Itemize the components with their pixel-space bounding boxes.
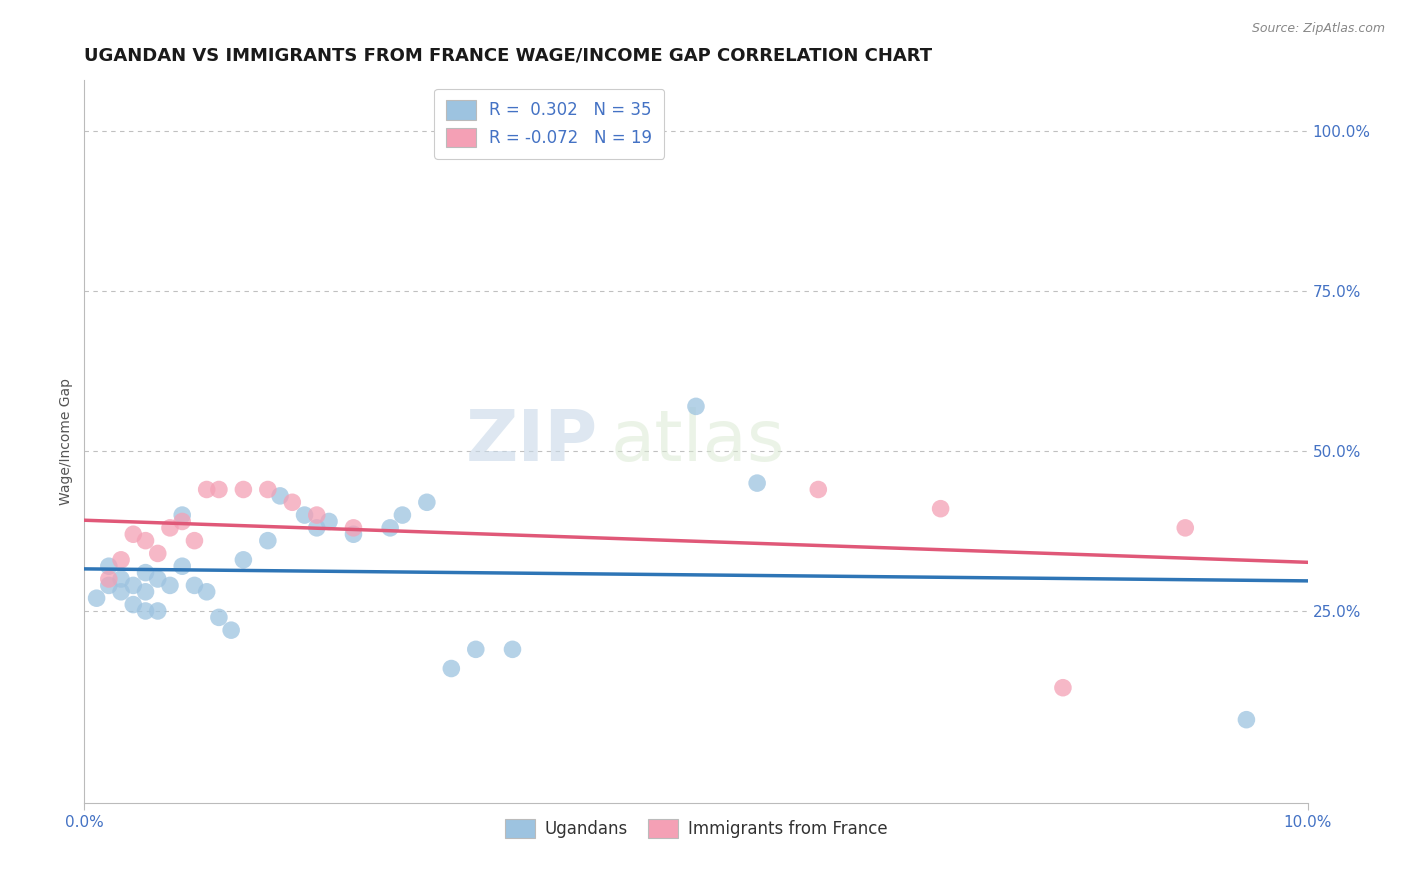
Point xyxy=(172,559,194,574)
Point xyxy=(929,501,952,516)
Point xyxy=(183,533,205,548)
Point xyxy=(257,483,280,497)
Point xyxy=(232,483,254,497)
Point xyxy=(342,527,364,541)
Point xyxy=(172,508,194,522)
Text: atlas: atlas xyxy=(610,407,785,476)
Point xyxy=(135,533,157,548)
Text: Source: ZipAtlas.com: Source: ZipAtlas.com xyxy=(1251,22,1385,36)
Point xyxy=(257,533,280,548)
Point xyxy=(122,578,145,592)
Point xyxy=(380,521,402,535)
Point xyxy=(502,642,524,657)
Point xyxy=(391,508,413,522)
Point xyxy=(440,661,463,675)
Point xyxy=(219,623,242,637)
Point xyxy=(146,604,169,618)
Point xyxy=(97,559,120,574)
Point xyxy=(305,521,328,535)
Point xyxy=(747,476,769,491)
Point xyxy=(318,515,340,529)
Point xyxy=(342,521,364,535)
Text: UGANDAN VS IMMIGRANTS FROM FRANCE WAGE/INCOME GAP CORRELATION CHART: UGANDAN VS IMMIGRANTS FROM FRANCE WAGE/I… xyxy=(84,47,932,65)
Point xyxy=(135,566,157,580)
Point xyxy=(97,578,120,592)
Point xyxy=(159,578,181,592)
Point xyxy=(464,642,486,657)
Point xyxy=(305,508,328,522)
Legend: Ugandans, Immigrants from France: Ugandans, Immigrants from France xyxy=(498,813,894,845)
Point xyxy=(110,572,132,586)
Point xyxy=(208,610,231,624)
Point xyxy=(269,489,291,503)
Point xyxy=(122,527,145,541)
Point xyxy=(416,495,439,509)
Point xyxy=(183,578,205,592)
Point xyxy=(97,572,120,586)
Point xyxy=(135,584,157,599)
Point xyxy=(110,553,132,567)
Point xyxy=(1174,521,1197,535)
Point xyxy=(1236,713,1258,727)
Point xyxy=(146,572,169,586)
Point xyxy=(110,584,132,599)
Point xyxy=(685,400,707,414)
Text: ZIP: ZIP xyxy=(465,407,598,476)
Point xyxy=(86,591,108,606)
Point xyxy=(159,521,181,535)
Point xyxy=(232,553,254,567)
Point xyxy=(208,483,231,497)
Point xyxy=(1052,681,1074,695)
Point xyxy=(122,598,145,612)
Y-axis label: Wage/Income Gap: Wage/Income Gap xyxy=(59,378,73,505)
Point xyxy=(195,483,218,497)
Point xyxy=(281,495,304,509)
Point xyxy=(172,515,194,529)
Point xyxy=(146,546,169,560)
Point xyxy=(195,584,218,599)
Point xyxy=(807,483,830,497)
Point xyxy=(294,508,316,522)
Point xyxy=(135,604,157,618)
